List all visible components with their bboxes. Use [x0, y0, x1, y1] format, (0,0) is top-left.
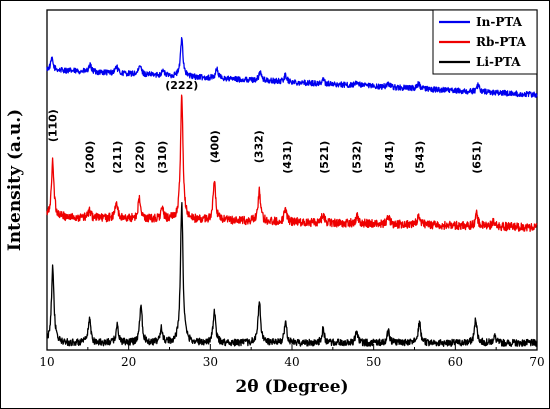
legend-label: In-PTA [476, 15, 523, 29]
peak-annotation: (541) [383, 141, 396, 174]
peak-annotation: (400) [208, 130, 221, 163]
peak-annotation: (200) [83, 141, 96, 174]
x-tick-label: 30 [203, 355, 218, 369]
series-line-rb-pta [46, 94, 538, 232]
x-tick-label: 50 [366, 355, 381, 369]
peak-annotation: (110) [47, 109, 60, 142]
series-line-in-pta [46, 37, 538, 98]
x-tick-label: 20 [121, 355, 136, 369]
peak-annotation: (543) [413, 141, 426, 174]
peak-annotation: (651) [471, 141, 484, 174]
legend-label: Rb-PTA [476, 35, 527, 49]
y-axis-title: Intensity (a.u.) [5, 109, 25, 251]
peak-annotation: (211) [111, 141, 124, 174]
x-tick-label: 10 [39, 355, 54, 369]
peak-annotation: (532) [351, 141, 364, 174]
peak-annotation: (220) [133, 141, 146, 174]
legend: In-PTA Rb-PTA Li-PTA [432, 9, 538, 75]
peak-annotation: (431) [281, 141, 294, 174]
peak-annotation: (332) [253, 130, 266, 163]
x-tick-label: 70 [529, 355, 544, 369]
legend-label: Li-PTA [476, 55, 521, 69]
x-axis-title: 2θ (Degree) [235, 377, 348, 397]
peak-annotation: (521) [318, 141, 331, 174]
x-tick-label: 60 [448, 355, 463, 369]
peak-annotation: (310) [156, 141, 169, 174]
x-tick-label: 40 [284, 355, 299, 369]
series-line-li-pta [46, 202, 538, 347]
peak-annotation: (222) [165, 79, 198, 92]
